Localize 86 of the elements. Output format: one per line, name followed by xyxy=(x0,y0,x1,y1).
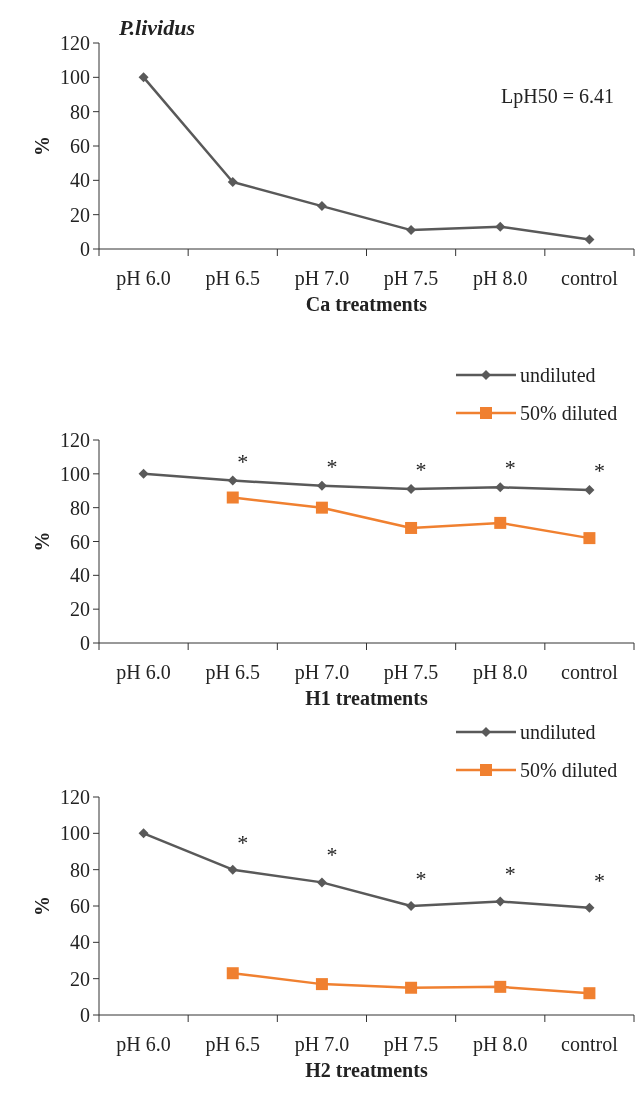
y-tick-label: 100 xyxy=(60,462,90,485)
point xyxy=(315,978,328,991)
point xyxy=(405,981,418,994)
y-tick-label: 80 xyxy=(70,496,90,519)
point xyxy=(495,482,506,493)
y-tick-label: 40 xyxy=(70,931,90,954)
x-tick-label: pH 8.0 xyxy=(473,267,528,290)
point xyxy=(316,877,327,888)
legend-label: undiluted xyxy=(520,364,596,386)
x-tick-label: pH 6.5 xyxy=(205,1033,260,1056)
x-tick-label: pH 8.0 xyxy=(473,661,528,684)
point xyxy=(583,987,596,1000)
x-tick-label: pH 7.5 xyxy=(383,267,439,290)
point xyxy=(583,532,596,545)
point xyxy=(405,521,418,534)
y-tick-label: 60 xyxy=(70,135,90,157)
x-tick-label: pH 6.5 xyxy=(205,661,260,684)
point xyxy=(315,501,328,514)
annotation: * xyxy=(504,861,516,887)
point xyxy=(226,967,239,980)
point xyxy=(227,864,238,875)
point xyxy=(138,468,149,479)
x-axis-title: H1 treatments xyxy=(305,687,428,709)
point xyxy=(584,902,595,913)
y-tick-label: 40 xyxy=(70,169,90,192)
x-tick-label: pH 6.0 xyxy=(116,267,171,290)
y-axis-title: % xyxy=(31,136,53,156)
point xyxy=(584,484,595,495)
y-tick-label: 60 xyxy=(70,895,90,917)
y-tick-label: 60 xyxy=(70,530,90,553)
annotation: * xyxy=(415,866,427,891)
y-tick-label: 120 xyxy=(60,786,90,808)
annotation: * xyxy=(237,448,249,474)
annotation: * xyxy=(237,829,249,855)
legend-label: 50% diluted xyxy=(520,402,618,424)
y-tick-label: 80 xyxy=(70,858,90,881)
x-tick-label: pH 8.0 xyxy=(473,1033,528,1056)
annotation: * xyxy=(326,453,338,479)
point xyxy=(226,491,239,504)
y-tick-label: 0 xyxy=(80,632,90,654)
y-tick-label: 40 xyxy=(70,564,90,587)
point xyxy=(227,475,238,486)
x-tick-label: control xyxy=(561,1033,619,1055)
y-tick-label: 80 xyxy=(70,100,90,123)
y-tick-label: 20 xyxy=(70,967,90,990)
y-tick-label: 120 xyxy=(60,429,90,451)
x-tick-label: control xyxy=(561,267,619,289)
point xyxy=(138,72,149,83)
legend-label: 50% diluted xyxy=(520,759,618,781)
y-tick-label: 120 xyxy=(60,32,90,54)
point xyxy=(495,896,506,907)
x-tick-label: pH 7.5 xyxy=(383,1033,439,1056)
x-axis-title: H2 treatments xyxy=(305,1059,428,1081)
x-tick-label: pH 6.0 xyxy=(116,1033,171,1056)
point xyxy=(494,980,507,993)
point xyxy=(584,234,595,245)
x-tick-label: pH 6.5 xyxy=(205,267,260,290)
annotation: * xyxy=(326,842,338,868)
y-tick-label: 0 xyxy=(80,1004,90,1026)
x-tick-label: control xyxy=(561,661,619,683)
y-tick-label: 100 xyxy=(60,66,90,89)
annotation: * xyxy=(593,867,605,893)
annotation: * xyxy=(504,455,516,481)
x-axis-title: Ca treatments xyxy=(305,293,428,315)
point xyxy=(316,201,327,212)
y-tick-label: 20 xyxy=(70,203,90,226)
x-tick-label: pH 7.0 xyxy=(294,661,350,684)
y-axis-title: % xyxy=(31,896,53,916)
x-tick-label: pH 7.5 xyxy=(383,661,439,684)
x-tick-label: pH 7.0 xyxy=(294,1033,350,1056)
point xyxy=(316,480,327,491)
point xyxy=(138,828,149,839)
y-axis-title: % xyxy=(31,531,53,552)
point xyxy=(495,221,506,232)
x-tick-label: pH 7.0 xyxy=(294,267,350,290)
annotation: * xyxy=(593,457,605,483)
legend-label: undiluted xyxy=(520,721,596,743)
point xyxy=(227,177,238,188)
y-tick-label: 100 xyxy=(60,822,90,845)
y-tick-label: 20 xyxy=(70,598,90,621)
annotation: LpH50 = 6.41 xyxy=(501,85,614,108)
chart-title: P.lividus xyxy=(118,15,196,40)
annotation: * xyxy=(415,457,427,483)
x-tick-label: pH 6.0 xyxy=(116,661,171,684)
point xyxy=(494,516,507,529)
y-tick-label: 0 xyxy=(80,238,90,260)
